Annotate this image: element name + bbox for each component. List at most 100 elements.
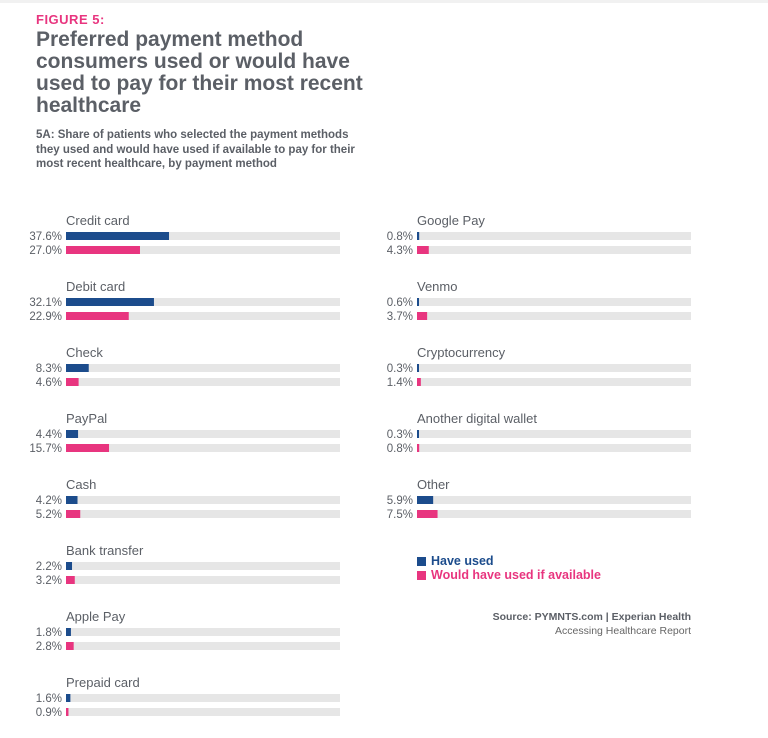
- value-label: 0.3%: [387, 429, 413, 441]
- value-label: 32.1%: [29, 297, 62, 309]
- bar-track: [66, 694, 340, 702]
- bar-would-have-used: [417, 444, 420, 452]
- source-line: Source: PYMNTS.com | Experian Health: [492, 611, 691, 623]
- bar-track: [417, 444, 691, 452]
- bar-track: [66, 298, 340, 306]
- bar-would-have-used: [417, 312, 428, 320]
- value-label: 4.4%: [36, 429, 62, 441]
- bar-have-used: [66, 298, 154, 306]
- value-label: 1.6%: [36, 693, 62, 705]
- bar-track: [66, 510, 340, 518]
- legend: Have used Would have used if available: [417, 554, 601, 582]
- bar-track: [66, 246, 340, 254]
- legend-swatch: [417, 570, 426, 580]
- bar-have-used: [417, 496, 434, 504]
- category-label: Google Pay: [417, 213, 485, 228]
- value-label: 15.7%: [29, 443, 62, 455]
- bar-have-used: [66, 562, 73, 570]
- bar-track: [417, 430, 691, 438]
- value-label: 2.8%: [36, 641, 62, 653]
- category-label: Venmo: [417, 279, 457, 294]
- bar-track: [66, 378, 340, 386]
- value-label: 4.2%: [36, 495, 62, 507]
- category-label: Check: [66, 345, 103, 360]
- bar-would-have-used: [417, 510, 438, 518]
- value-label: 22.9%: [29, 311, 62, 323]
- category-label: Other: [417, 477, 450, 492]
- value-label: 4.6%: [36, 377, 62, 389]
- category-label: PayPal: [66, 411, 107, 426]
- value-label: 5.9%: [387, 495, 413, 507]
- bar-track: [66, 628, 340, 636]
- bar-track: [417, 246, 691, 254]
- value-label: 3.2%: [36, 575, 62, 587]
- bar-would-have-used: [66, 576, 75, 584]
- bar-track: [66, 364, 340, 372]
- bar-track: [417, 364, 691, 372]
- value-label: 7.5%: [387, 509, 413, 521]
- bar-have-used: [66, 694, 71, 702]
- value-label: 1.4%: [387, 377, 413, 389]
- bar-would-have-used: [66, 510, 81, 518]
- bar-have-used: [417, 364, 419, 372]
- bar-track: [417, 312, 691, 320]
- bar-have-used: [417, 232, 420, 240]
- category-label: Prepaid card: [66, 675, 140, 690]
- category-label: Apple Pay: [66, 609, 126, 624]
- bar-have-used: [417, 298, 419, 306]
- source-note: Source: PYMNTS.com | Experian Health Acc…: [493, 610, 691, 638]
- value-label: 1.8%: [36, 627, 62, 639]
- value-label: 8.3%: [36, 363, 62, 375]
- value-label: 0.6%: [387, 297, 413, 309]
- legend-item-would-have-used: Would have used if available: [417, 568, 601, 582]
- value-label: 27.0%: [29, 245, 62, 257]
- value-label: 37.6%: [29, 231, 62, 243]
- bar-track: [66, 642, 340, 650]
- bar-would-have-used: [66, 642, 74, 650]
- chart-title: Preferred payment method consumers used …: [36, 28, 363, 117]
- chart-subtitle: 5A: Share of patients who selected the p…: [36, 129, 355, 170]
- bar-would-have-used: [66, 708, 69, 716]
- top-border: [0, 0, 768, 3]
- value-label: 3.7%: [387, 311, 413, 323]
- category-label: Cash: [66, 477, 96, 492]
- bar-would-have-used: [66, 246, 140, 254]
- bar-track: [417, 496, 691, 504]
- bar-track: [417, 232, 691, 240]
- bar-have-used: [66, 496, 78, 504]
- figure-label: FIGURE 5:: [36, 12, 105, 27]
- bar-have-used: [66, 232, 170, 240]
- bar-track: [417, 510, 691, 518]
- report-name: Accessing Healthcare Report: [555, 625, 691, 637]
- category-label: Bank transfer: [66, 543, 144, 558]
- bar-have-used: [417, 430, 419, 438]
- legend-label: Have used: [431, 554, 494, 568]
- bar-have-used: [66, 364, 89, 372]
- bar-track: [66, 562, 340, 570]
- value-label: 5.2%: [36, 509, 62, 521]
- legend-swatch: [417, 556, 426, 566]
- legend-item-have-used: Have used: [417, 554, 601, 568]
- category-label: Credit card: [66, 213, 130, 228]
- value-label: 4.3%: [387, 245, 413, 257]
- value-label: 0.8%: [387, 443, 413, 455]
- value-label: 2.2%: [36, 561, 62, 573]
- bar-track: [66, 576, 340, 584]
- value-label: 0.8%: [387, 231, 413, 243]
- bar-track: [417, 298, 691, 306]
- value-label: 0.3%: [387, 363, 413, 375]
- category-label: Cryptocurrency: [417, 345, 506, 360]
- bar-would-have-used: [417, 246, 429, 254]
- bar-would-have-used: [66, 378, 79, 386]
- bar-would-have-used: [66, 312, 129, 320]
- bar-have-used: [66, 430, 79, 438]
- bar-track: [66, 232, 340, 240]
- value-label: 0.9%: [36, 707, 62, 719]
- category-label: Another digital wallet: [417, 411, 537, 426]
- bar-would-have-used: [66, 444, 110, 452]
- bar-track: [66, 444, 340, 452]
- bar-track: [66, 430, 340, 438]
- bar-would-have-used: [417, 378, 421, 386]
- category-label: Debit card: [66, 279, 125, 294]
